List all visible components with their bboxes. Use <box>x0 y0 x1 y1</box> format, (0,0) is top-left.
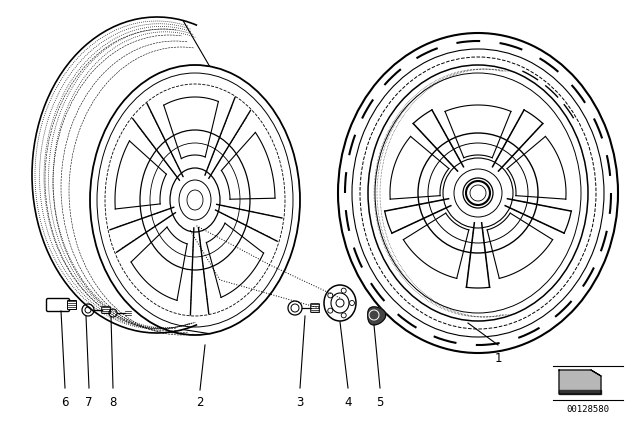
Text: 6: 6 <box>61 396 68 409</box>
Text: 1: 1 <box>494 352 502 365</box>
FancyBboxPatch shape <box>102 307 110 313</box>
Circle shape <box>328 308 333 313</box>
FancyBboxPatch shape <box>310 304 319 312</box>
FancyBboxPatch shape <box>67 301 77 310</box>
Text: 4: 4 <box>344 396 352 409</box>
Text: 00128580: 00128580 <box>566 405 609 414</box>
Circle shape <box>341 288 346 293</box>
FancyBboxPatch shape <box>47 298 70 311</box>
Polygon shape <box>368 307 386 325</box>
Text: 8: 8 <box>109 396 116 409</box>
Polygon shape <box>559 370 601 394</box>
Circle shape <box>328 293 333 298</box>
Text: 2: 2 <box>196 396 204 409</box>
Text: 5: 5 <box>376 396 384 409</box>
Text: 3: 3 <box>296 396 304 409</box>
Polygon shape <box>559 390 601 394</box>
Text: 7: 7 <box>85 396 93 409</box>
Circle shape <box>341 313 346 318</box>
Circle shape <box>349 301 355 306</box>
Polygon shape <box>591 370 601 376</box>
